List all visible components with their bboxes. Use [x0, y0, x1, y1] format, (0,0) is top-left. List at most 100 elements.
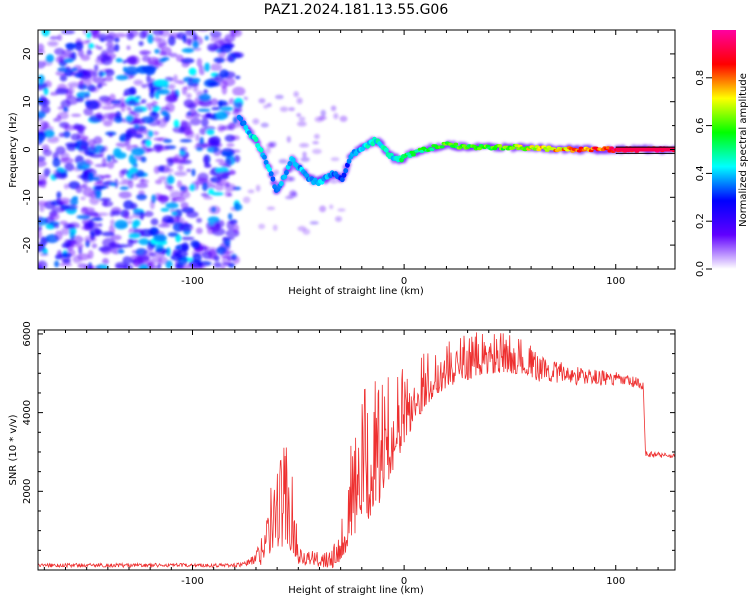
- noise-blob: [196, 57, 203, 68]
- noise-blob: [155, 148, 162, 153]
- noise-blob: [199, 136, 205, 145]
- noise-blob: [153, 137, 164, 141]
- noise-blob: [141, 30, 150, 38]
- spectrogram-ytick-label: 0: [22, 146, 33, 152]
- noise-blob: [153, 79, 168, 87]
- noise-blob: [320, 109, 326, 117]
- noise-blob: [165, 219, 176, 223]
- noise-blob: [247, 189, 255, 194]
- noise-blob: [131, 147, 145, 156]
- ridge-core-blob: [238, 116, 244, 122]
- noise-blob: [213, 57, 226, 64]
- ridge-core-blob: [346, 158, 352, 164]
- ridge-core-blob: [270, 176, 276, 182]
- noise-blob: [90, 144, 96, 151]
- noise-blob: [192, 40, 199, 49]
- noise-blob: [61, 49, 71, 56]
- noise-blob: [124, 140, 131, 147]
- noise-blob: [198, 245, 210, 251]
- noise-blob: [272, 224, 278, 231]
- noise-blob: [165, 184, 173, 190]
- ridge-core-blob: [287, 161, 293, 167]
- noise-blob: [80, 160, 94, 166]
- noise-blob: [70, 133, 81, 141]
- noise-blob: [193, 84, 199, 93]
- noise-blob: [98, 70, 104, 78]
- noise-blob: [135, 183, 149, 189]
- noise-blob: [203, 195, 213, 200]
- noise-blob: [49, 212, 60, 221]
- noise-blob: [74, 41, 84, 51]
- noise-blob: [211, 107, 222, 111]
- noise-blob: [168, 52, 178, 58]
- noise-blob: [190, 112, 201, 118]
- noise-blob: [266, 102, 272, 108]
- noise-blob: [83, 107, 94, 116]
- noise-blob: [177, 164, 184, 172]
- noise-blob: [189, 184, 195, 192]
- noise-blob: [109, 210, 115, 217]
- ridge-core-blob: [253, 136, 259, 142]
- noise-blob: [192, 253, 202, 263]
- noise-blob: [188, 263, 199, 269]
- reference-lines: [615, 146, 675, 154]
- noise-blob: [97, 33, 108, 42]
- noise-blob: [113, 32, 127, 38]
- noise-blob: [45, 54, 55, 63]
- noise-blob: [71, 67, 78, 72]
- noise-blob: [302, 228, 311, 235]
- noise-blob: [143, 249, 153, 258]
- noise-blob: [101, 231, 115, 237]
- noise-blob: [180, 57, 195, 64]
- noise-blob: [185, 112, 193, 120]
- noise-blob: [167, 158, 174, 167]
- noise-blob: [165, 202, 179, 209]
- noise-blob: [179, 126, 185, 134]
- noise-blob: [115, 142, 127, 148]
- noise-blob: [96, 180, 103, 185]
- noise-blob: [108, 132, 114, 138]
- noise-blob: [52, 223, 60, 229]
- noise-blob: [179, 146, 188, 152]
- noise-blob: [199, 127, 207, 135]
- noise-blob: [94, 189, 102, 200]
- noise-blob: [312, 148, 322, 155]
- noise-blob: [43, 129, 55, 138]
- noise-blob: [156, 88, 170, 95]
- noise-blob: [61, 30, 75, 35]
- noise-blob: [296, 97, 303, 105]
- noise-blob: [149, 199, 155, 210]
- noise-blob: [76, 165, 87, 170]
- noise-blob: [286, 135, 291, 143]
- noise-blob: [181, 86, 188, 96]
- ridge-core-blob: [411, 153, 416, 157]
- noise-blob: [122, 66, 127, 73]
- noise-blob: [64, 183, 69, 190]
- noise-blob: [233, 203, 243, 211]
- noise-blob: [167, 232, 179, 237]
- snr-xtick-label: -100: [181, 576, 204, 587]
- snr-xtick-label: 100: [606, 576, 625, 587]
- noise-blob: [115, 151, 127, 159]
- noise-blob: [78, 246, 83, 255]
- noise-blob: [232, 108, 240, 116]
- noise-blob: [38, 174, 47, 182]
- noise-blob: [82, 183, 88, 189]
- noise-blob: [119, 186, 129, 190]
- noise-blob: [38, 160, 47, 168]
- noise-blob: [185, 101, 196, 106]
- noise-blob: [126, 55, 140, 66]
- noise-blob: [255, 184, 261, 192]
- noise-blob: [121, 178, 133, 183]
- noise-blob: [64, 162, 75, 172]
- noise-blob: [80, 196, 86, 201]
- noise-blob: [95, 185, 109, 189]
- noise-blob: [292, 191, 298, 198]
- noise-blob: [89, 177, 101, 181]
- noise-blob: [333, 113, 339, 120]
- noise-blob: [258, 98, 266, 104]
- ridge-core-blob: [267, 166, 272, 173]
- spectrogram-ytick-label: -10: [22, 189, 33, 205]
- noise-blob: [95, 112, 103, 120]
- noise-blob: [85, 100, 100, 110]
